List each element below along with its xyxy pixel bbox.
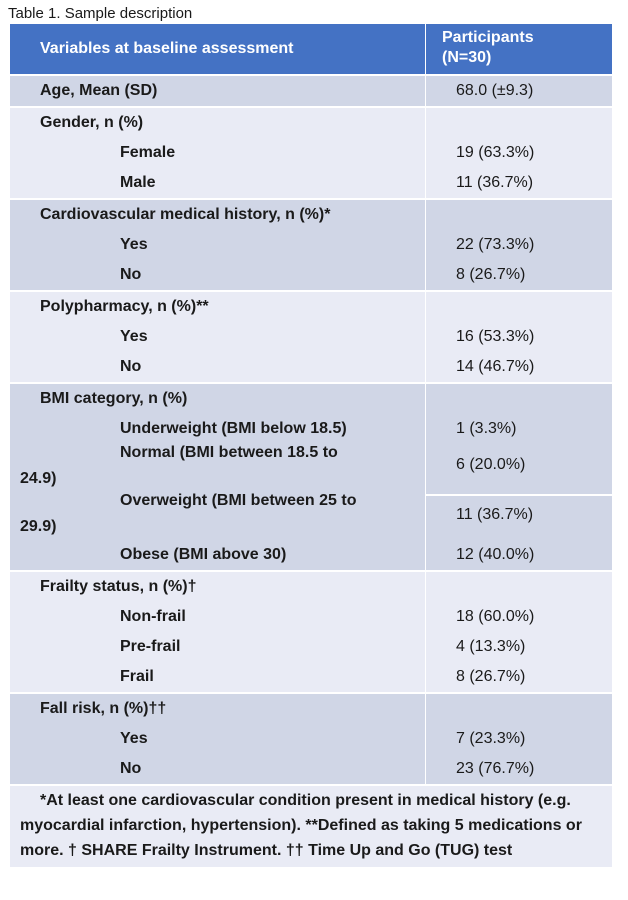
poly-no-value: 14 (46.7%) [456, 358, 535, 375]
bmi-obese: Obese (BMI above 30) [120, 546, 287, 563]
frailty-nonfrail: Non-frail [120, 608, 186, 625]
cardio-yes-value: 22 (73.3%) [456, 236, 535, 253]
cardio-label: Cardiovascular medical history, n (%)* [40, 206, 331, 223]
frailty-prefrail: Pre-frail [120, 638, 181, 655]
section-gender: Gender, n (%) Female Male 19 (63.3%) 11 … [10, 106, 612, 198]
fall-yes-value: 7 (23.3%) [456, 730, 526, 747]
gender-label: Gender, n (%) [40, 114, 144, 131]
fall-label: Fall risk, n (%)†† [40, 700, 167, 717]
poly-no: No [120, 358, 142, 375]
bmi-obese-value: 12 (40.0%) [456, 546, 535, 563]
frailty-prefrail-value: 4 (13.3%) [456, 638, 526, 655]
frailty-frail-value: 8 (26.7%) [456, 668, 526, 685]
frailty-label: Frailty status, n (%)† [40, 578, 197, 595]
gender-male: Male [120, 174, 156, 191]
bmi-overweight-label: Overweight (BMI between 25 to 29.9) [20, 492, 357, 535]
section-cardiovascular: Cardiovascular medical history, n (%)* Y… [10, 198, 612, 290]
age-label: Age, Mean (SD) [40, 82, 158, 99]
section-age: Age, Mean (SD) 68.0 (±9.3) [10, 74, 612, 106]
cardio-no-value: 8 (26.7%) [456, 266, 526, 283]
table-footnote: *At least one cardiovascular condition p… [10, 784, 612, 867]
gender-female: Female [120, 144, 176, 161]
section-polypharmacy: Polypharmacy, n (%)** Yes No 16 (53.3%) … [10, 290, 612, 382]
bmi-label: BMI category, n (%) [40, 390, 188, 407]
bmi-underweight-value: 1 (3.3%) [456, 420, 517, 437]
bmi-normal-value: 6 (20.0%) [456, 456, 526, 473]
header-variables: Variables at baseline assessment [10, 24, 426, 74]
fall-no-value: 23 (76.7%) [456, 760, 535, 777]
header-participants: Participants (N=30) [442, 29, 534, 66]
fall-yes: Yes [120, 730, 148, 747]
section-bmi: BMI category, n (%) Underweight (BMI bel… [10, 382, 612, 570]
poly-yes-value: 16 (53.3%) [456, 328, 535, 345]
cardio-no: No [120, 266, 142, 283]
frailty-frail: Frail [120, 668, 154, 685]
section-frailty: Frailty status, n (%)† Non-frail Pre-fra… [10, 570, 612, 692]
age-value: 68.0 (±9.3) [456, 82, 534, 99]
bmi-normal-label: Normal (BMI between 18.5 to 24.9) [20, 444, 338, 487]
gender-female-value: 19 (63.3%) [456, 144, 535, 161]
bmi-underweight: Underweight (BMI below 18.5) [120, 420, 347, 437]
gender-male-value: 11 (36.7%) [456, 174, 534, 191]
poly-label: Polypharmacy, n (%)** [40, 298, 209, 315]
bmi-divider [426, 494, 612, 496]
poly-yes: Yes [120, 328, 148, 345]
section-fall-risk: Fall risk, n (%)†† Yes No 7 (23.3%) 23 (… [10, 692, 612, 784]
table-header: Variables at baseline assessment Partici… [10, 24, 612, 74]
bmi-overweight-value: 11 (36.7%) [456, 506, 534, 523]
fall-no: No [120, 760, 142, 777]
sample-description-table: Variables at baseline assessment Partici… [10, 24, 612, 867]
cardio-yes: Yes [120, 236, 148, 253]
table-caption: Table 1. Sample description [8, 5, 193, 22]
frailty-nonfrail-value: 18 (60.0%) [456, 608, 535, 625]
